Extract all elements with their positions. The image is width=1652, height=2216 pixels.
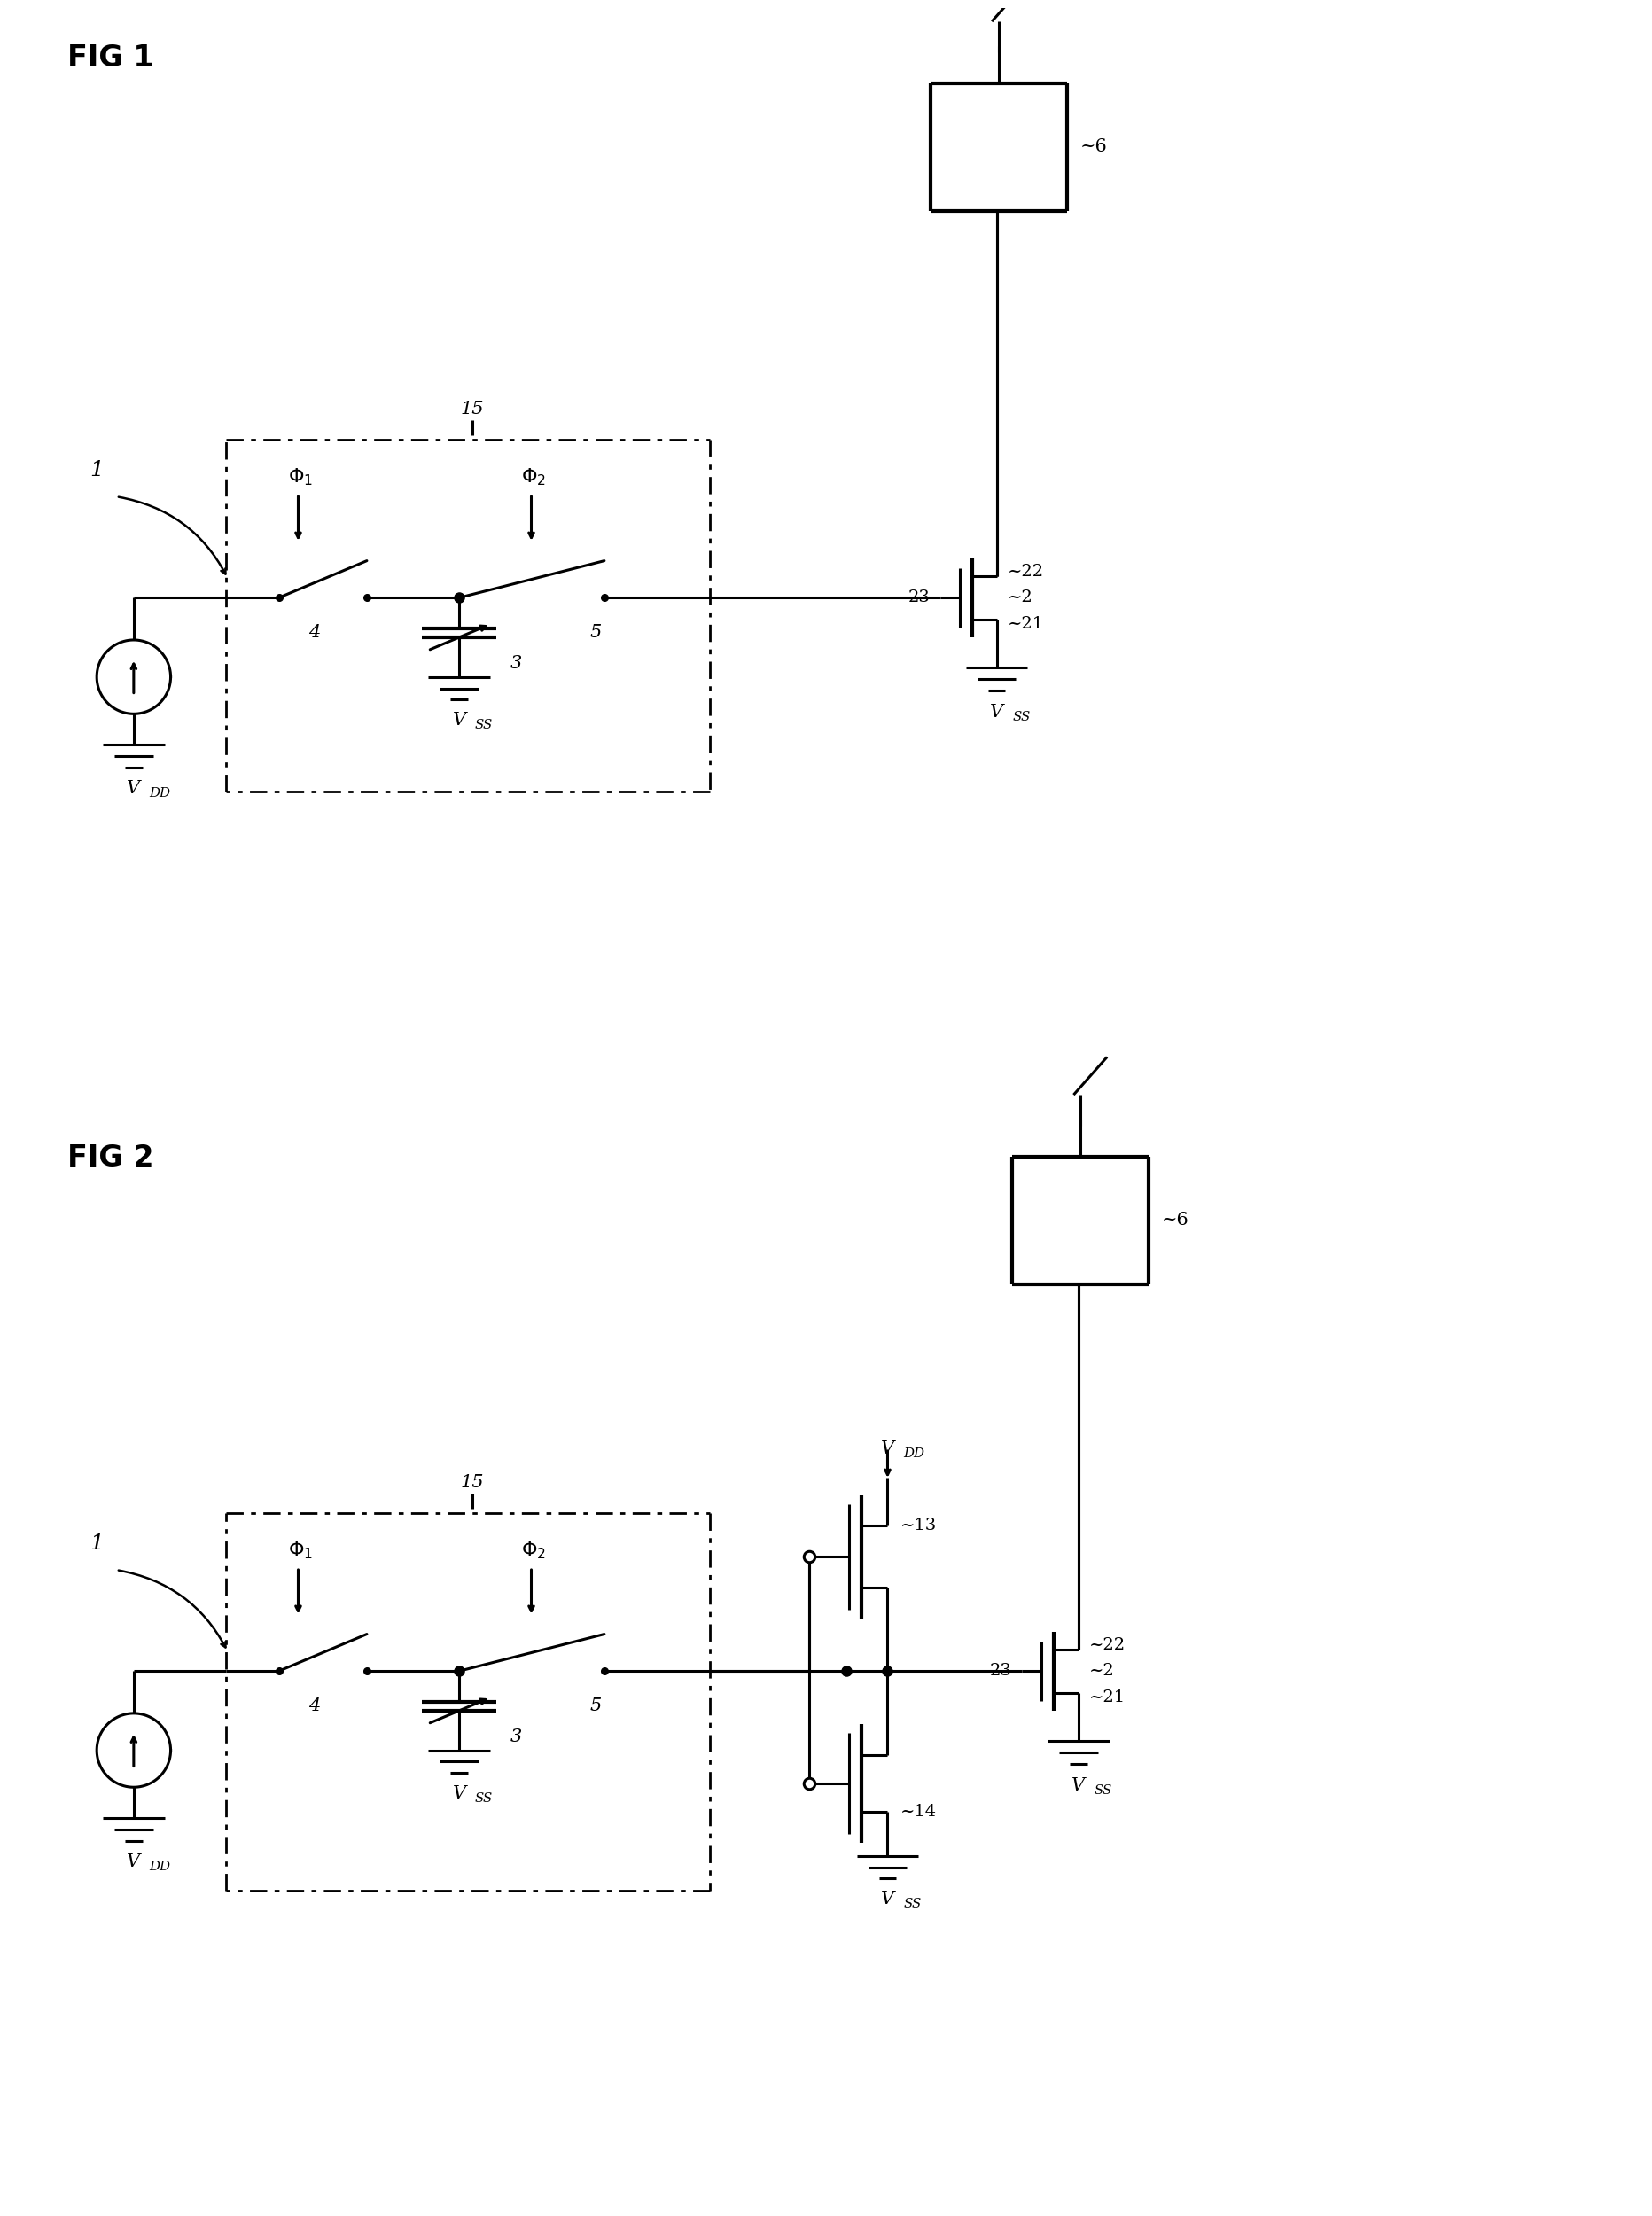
Text: 4: 4 <box>307 625 320 640</box>
Text: ~2: ~2 <box>1089 1662 1113 1680</box>
Text: V: V <box>453 711 466 729</box>
Text: V: V <box>881 1890 894 1908</box>
Text: $\Phi_2$: $\Phi_2$ <box>522 468 547 488</box>
Text: 15: 15 <box>461 1474 484 1491</box>
Text: 23: 23 <box>990 1662 1011 1680</box>
Text: ~6: ~6 <box>1080 137 1107 155</box>
Text: 15: 15 <box>461 401 484 417</box>
Text: ~22: ~22 <box>1006 563 1042 581</box>
Text: ~13: ~13 <box>900 1518 937 1533</box>
Text: 1: 1 <box>89 1533 104 1553</box>
Text: 1: 1 <box>89 461 104 481</box>
Text: $\Phi_1$: $\Phi_1$ <box>287 1540 314 1560</box>
Text: ~2: ~2 <box>1006 589 1032 605</box>
Text: 5: 5 <box>590 1697 601 1715</box>
Text: V: V <box>881 1440 894 1458</box>
Text: V: V <box>127 780 140 798</box>
Text: V: V <box>990 705 1003 720</box>
Text: 23: 23 <box>907 589 930 605</box>
Text: FIG 1: FIG 1 <box>68 44 154 73</box>
Text: ~6: ~6 <box>1161 1212 1189 1228</box>
Text: 4: 4 <box>307 1697 320 1715</box>
Text: 3: 3 <box>510 656 522 671</box>
Text: SS: SS <box>1094 1784 1112 1797</box>
Text: V: V <box>453 1786 466 1802</box>
Text: V: V <box>1070 1777 1085 1795</box>
Text: ~22: ~22 <box>1089 1638 1125 1653</box>
Text: DD: DD <box>904 1447 923 1460</box>
Text: DD: DD <box>149 787 170 800</box>
Text: SS: SS <box>904 1899 920 1910</box>
Text: FIG 2: FIG 2 <box>68 1143 154 1172</box>
Text: 3: 3 <box>510 1728 522 1746</box>
Text: ~21: ~21 <box>1006 616 1042 632</box>
Text: $\Phi_1$: $\Phi_1$ <box>287 468 314 488</box>
Text: $\Phi_2$: $\Phi_2$ <box>522 1540 547 1560</box>
Text: ~14: ~14 <box>900 1804 937 1819</box>
Text: V: V <box>127 1853 140 1870</box>
Text: SS: SS <box>474 1793 492 1804</box>
Text: 5: 5 <box>590 625 601 640</box>
Text: ~21: ~21 <box>1089 1689 1125 1706</box>
Text: SS: SS <box>1013 711 1029 722</box>
Text: SS: SS <box>474 720 492 731</box>
Text: DD: DD <box>149 1859 170 1873</box>
